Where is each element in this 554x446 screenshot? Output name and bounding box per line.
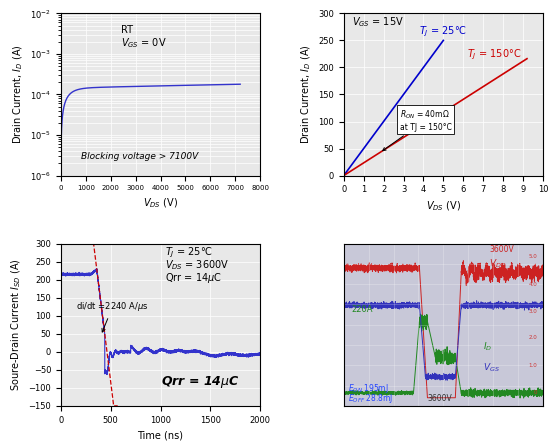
Text: Qrr = 14$\mu$C: Qrr = 14$\mu$C bbox=[165, 271, 222, 285]
Text: $T_J$ = 25°C: $T_J$ = 25°C bbox=[419, 25, 468, 39]
Y-axis label: Drain Current, $I_D$ (A): Drain Current, $I_D$ (A) bbox=[299, 45, 312, 144]
Text: 4.0: 4.0 bbox=[528, 282, 537, 287]
Text: 5.0: 5.0 bbox=[528, 254, 537, 259]
Y-axis label: Drain Current, $I_D$ (A): Drain Current, $I_D$ (A) bbox=[11, 45, 24, 144]
X-axis label: $V_{DS}$ (V): $V_{DS}$ (V) bbox=[426, 200, 461, 214]
Text: di/dt =2240 A/$\mu$s: di/dt =2240 A/$\mu$s bbox=[76, 300, 149, 332]
Text: RT: RT bbox=[121, 25, 133, 35]
X-axis label: $V_{DS}$ (V): $V_{DS}$ (V) bbox=[143, 197, 178, 211]
Text: 1.0: 1.0 bbox=[528, 363, 537, 368]
Text: $T_J$ = 25°C: $T_J$ = 25°C bbox=[165, 245, 213, 260]
Text: $V_{GS}$: $V_{GS}$ bbox=[483, 361, 500, 374]
Text: $E_{OFF}$ 28.8mJ: $E_{OFF}$ 28.8mJ bbox=[348, 392, 393, 405]
Text: $V_{GS}$ = 15V: $V_{GS}$ = 15V bbox=[352, 15, 404, 29]
Text: 3600V: 3600V bbox=[489, 245, 514, 254]
Text: Blocking voltage > 7100V: Blocking voltage > 7100V bbox=[81, 153, 198, 161]
Y-axis label: Soure-Drain Current $I_{SD}$ (A): Soure-Drain Current $I_{SD}$ (A) bbox=[9, 258, 23, 391]
Text: $I_D$: $I_D$ bbox=[483, 340, 493, 353]
X-axis label: Time (ns): Time (ns) bbox=[137, 430, 183, 440]
Text: 0: 0 bbox=[534, 390, 537, 396]
Text: $V_{GS}$ = 0V: $V_{GS}$ = 0V bbox=[121, 36, 166, 50]
Text: 3600V: 3600V bbox=[427, 394, 452, 403]
Text: $E_{ON}$ 195mJ: $E_{ON}$ 195mJ bbox=[348, 382, 388, 395]
Text: $V_{DS}$ = 3600V: $V_{DS}$ = 3600V bbox=[165, 258, 229, 272]
Text: 2.0: 2.0 bbox=[528, 335, 537, 340]
Text: 220A: 220A bbox=[352, 305, 373, 314]
Text: 3.0: 3.0 bbox=[528, 309, 537, 314]
Text: $R_{ON}$ = 40m$\Omega$
at TJ = 150°C: $R_{ON}$ = 40m$\Omega$ at TJ = 150°C bbox=[383, 109, 452, 151]
Text: Qrr = 14$\mu$C: Qrr = 14$\mu$C bbox=[161, 374, 239, 390]
Text: $V_{DS}$: $V_{DS}$ bbox=[489, 257, 506, 270]
Text: $T_J$ = 150°C: $T_J$ = 150°C bbox=[467, 48, 522, 62]
